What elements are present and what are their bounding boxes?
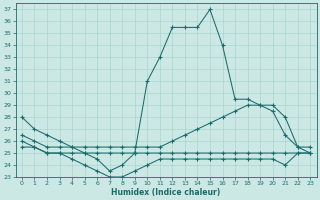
X-axis label: Humidex (Indice chaleur): Humidex (Indice chaleur) xyxy=(111,188,221,197)
